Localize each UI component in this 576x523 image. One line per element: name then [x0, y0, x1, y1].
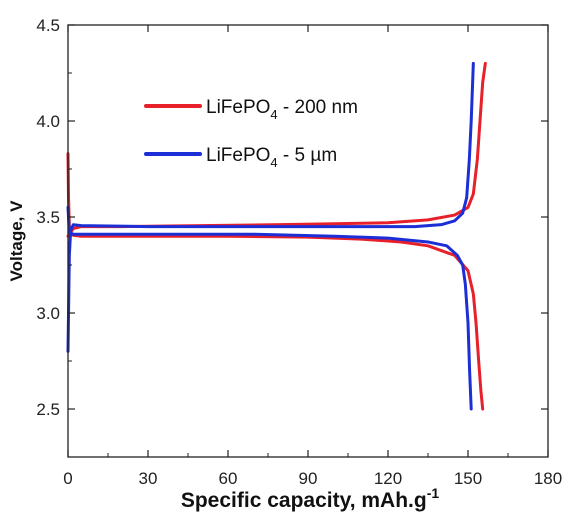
x-tick-label: 90	[299, 469, 318, 488]
y-tick-label: 3.0	[36, 304, 60, 323]
series-2-discharge-curve	[66, 205, 473, 411]
x-axis-title: Specific capacity, mAh.g-1	[181, 485, 440, 512]
x-tick-label: 0	[63, 469, 72, 488]
x-tick-label: 60	[219, 469, 238, 488]
x-tick-label: 30	[139, 469, 158, 488]
y-axis-title: Voltage, V	[7, 200, 26, 282]
y-tick-label: 4.5	[36, 16, 60, 35]
legend-label-2: LiFePO4 - 5 µm	[206, 145, 337, 170]
legend-label-1: LiFePO4 - 200 nm	[206, 97, 358, 122]
series-2-charge-curve	[66, 61, 475, 353]
series-layer	[66, 61, 487, 411]
y-tick-label: 3.5	[36, 208, 60, 227]
x-tick-label: 180	[534, 469, 562, 488]
series-1-discharge-curve	[66, 152, 485, 411]
series-1-charge-curve	[66, 61, 487, 238]
y-tick-label: 2.5	[36, 400, 60, 419]
legend: LiFePO4 - 200 nm LiFePO4 - 5 µm	[144, 97, 358, 170]
x-axis-title-text: Specific capacity, mAh.g	[181, 489, 427, 512]
x-tick-label: 150	[454, 469, 482, 488]
x-tick-label: 120	[374, 469, 402, 488]
plot-frame	[67, 24, 549, 458]
y-tick-label: 4.0	[36, 112, 60, 131]
ticks-layer: 0 30 60 90 120 150 180 2.5 3.0 3.5 4.0 4.5	[36, 16, 562, 488]
x-axis-title-superscript: -1	[427, 485, 440, 501]
